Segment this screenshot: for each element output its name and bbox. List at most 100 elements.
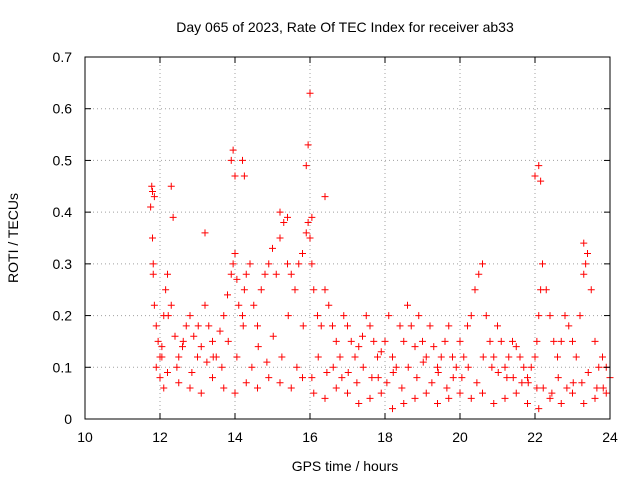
data-point <box>148 182 156 190</box>
data-point <box>164 312 172 320</box>
axis-ticks <box>84 56 611 420</box>
data-point <box>336 353 344 361</box>
data-point <box>537 177 545 185</box>
data-point <box>467 312 475 320</box>
y-tick-label: 0.1 <box>53 359 73 375</box>
data-point <box>229 260 237 268</box>
data-point <box>419 337 426 345</box>
data-point <box>287 384 295 392</box>
data-point <box>280 218 288 226</box>
data-point <box>150 193 158 201</box>
data-point <box>458 374 466 382</box>
data-point <box>411 394 419 402</box>
data-point <box>512 343 520 351</box>
data-point <box>494 368 502 376</box>
data-point <box>582 260 590 268</box>
data-point <box>383 379 391 387</box>
data-point <box>595 363 603 371</box>
data-point <box>167 182 175 190</box>
data-point <box>152 322 160 330</box>
data-point <box>242 270 250 278</box>
data-point <box>464 322 471 330</box>
data-point <box>276 208 284 216</box>
data-point <box>158 343 166 351</box>
data-point <box>535 162 543 170</box>
data-point <box>467 394 475 402</box>
data-point <box>299 250 306 258</box>
data-point <box>569 379 577 387</box>
data-point <box>149 260 157 268</box>
data-point <box>240 286 248 294</box>
data-point <box>381 337 389 345</box>
y-tick-label: 0.5 <box>53 152 73 168</box>
data-point <box>377 348 385 356</box>
data-point <box>443 384 451 392</box>
data-point <box>250 301 258 309</box>
data-point <box>203 358 211 366</box>
data-point <box>216 327 224 335</box>
data-point <box>233 275 241 283</box>
data-point <box>201 301 209 309</box>
data-point <box>164 368 171 376</box>
data-point <box>400 399 408 407</box>
data-point <box>578 379 586 387</box>
data-point <box>415 312 423 320</box>
data-point <box>149 187 156 195</box>
data-point <box>164 270 171 278</box>
data-point <box>197 343 205 351</box>
data-point <box>434 399 441 407</box>
data-point <box>150 301 158 309</box>
data-point <box>550 337 558 345</box>
data-point <box>430 343 438 351</box>
data-point <box>479 389 486 397</box>
data-point <box>355 343 363 351</box>
data-point <box>201 229 209 237</box>
data-point <box>235 301 243 309</box>
data-point <box>396 322 404 330</box>
data-point <box>512 389 520 397</box>
x-tick-label: 24 <box>602 429 618 445</box>
data-point <box>179 337 187 345</box>
data-point <box>599 384 607 392</box>
data-point <box>548 389 556 397</box>
x-tick-label: 10 <box>77 429 93 445</box>
data-point <box>269 332 277 340</box>
data-point <box>473 379 481 387</box>
data-point <box>546 312 554 320</box>
data-point <box>220 312 228 320</box>
data-point <box>413 374 421 382</box>
data-point <box>482 312 490 320</box>
data-point <box>533 384 541 392</box>
data-point <box>310 286 318 294</box>
data-point <box>445 394 453 402</box>
data-point <box>248 363 256 371</box>
data-point <box>186 312 194 320</box>
data-point <box>209 337 216 345</box>
data-point <box>580 270 588 278</box>
y-tick-label: 0 <box>64 411 72 427</box>
data-point <box>479 353 487 361</box>
data-point <box>239 322 247 330</box>
data-point <box>539 384 547 392</box>
data-point <box>593 384 601 392</box>
data-point <box>561 312 569 320</box>
data-point <box>278 353 286 361</box>
data-point <box>284 260 291 268</box>
data-point <box>449 374 457 382</box>
x-tick-label: 14 <box>227 429 243 445</box>
data-point <box>227 270 235 278</box>
data-point <box>531 172 539 180</box>
data-point <box>535 312 543 320</box>
data-point <box>304 218 312 226</box>
data-point <box>569 389 576 397</box>
data-point <box>306 234 314 242</box>
data-point <box>516 353 524 361</box>
data-point <box>471 286 479 294</box>
data-point <box>362 312 370 320</box>
data-point <box>426 322 434 330</box>
y-tick-label: 0.3 <box>53 256 73 272</box>
y-axis-label: ROTI / TECUs <box>5 193 21 283</box>
data-point <box>308 374 316 382</box>
x-tick-label: 16 <box>302 429 318 445</box>
data-point <box>323 368 331 376</box>
